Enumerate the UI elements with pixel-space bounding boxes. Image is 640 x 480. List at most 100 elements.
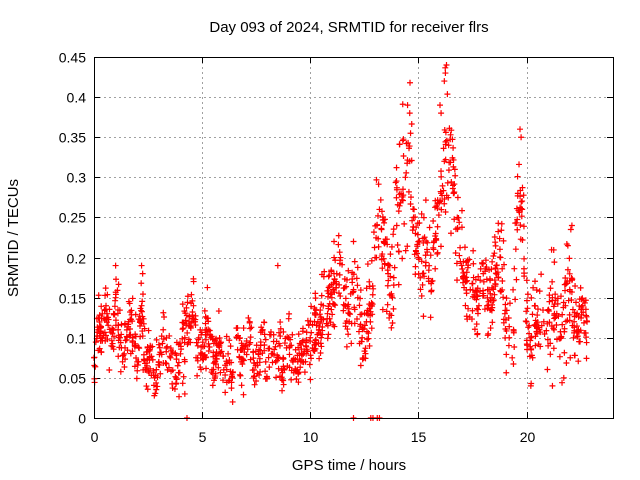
data-point xyxy=(550,246,557,253)
data-point xyxy=(110,346,117,353)
data-point xyxy=(335,241,342,248)
data-point xyxy=(396,141,403,148)
data-point xyxy=(442,129,449,136)
data-point xyxy=(524,346,531,353)
data-point xyxy=(463,313,470,320)
data-point xyxy=(255,350,262,357)
data-point xyxy=(300,359,307,366)
data-point xyxy=(536,288,543,295)
data-point xyxy=(125,318,132,325)
data-point xyxy=(153,336,160,343)
data-point xyxy=(311,305,318,312)
data-point xyxy=(189,309,196,316)
data-point xyxy=(204,284,211,291)
data-point xyxy=(343,343,350,350)
data-point xyxy=(209,382,216,389)
data-point xyxy=(262,368,269,375)
data-point xyxy=(129,334,136,341)
data-point xyxy=(422,259,429,266)
data-point xyxy=(296,340,303,347)
data-point xyxy=(500,237,507,244)
data-point xyxy=(400,136,407,143)
data-point xyxy=(217,369,224,376)
y-tick-label: 0.05 xyxy=(59,371,86,387)
data-point xyxy=(265,354,272,361)
data-point xyxy=(561,325,568,332)
data-point xyxy=(215,364,222,371)
data-point xyxy=(450,190,457,197)
data-point xyxy=(335,290,342,297)
data-point xyxy=(294,352,301,359)
data-point xyxy=(160,309,167,316)
data-point xyxy=(177,340,184,347)
data-point xyxy=(532,278,539,285)
data-point xyxy=(228,359,235,366)
data-point xyxy=(404,102,411,109)
data-point xyxy=(438,206,445,213)
data-point xyxy=(181,308,188,315)
data-point xyxy=(304,348,311,355)
data-point xyxy=(569,306,576,313)
data-point xyxy=(523,277,530,284)
data-point xyxy=(193,339,200,346)
data-point xyxy=(244,346,251,353)
x-axis-title: GPS time / hours xyxy=(292,457,406,474)
data-point xyxy=(443,137,450,144)
data-point xyxy=(422,252,429,259)
y-tick-label: 0.15 xyxy=(59,291,86,307)
data-point xyxy=(576,296,583,303)
data-point xyxy=(374,221,381,228)
data-point xyxy=(357,362,364,369)
data-point xyxy=(417,286,424,293)
data-point xyxy=(557,293,564,300)
data-point xyxy=(496,246,503,253)
data-point xyxy=(213,352,220,359)
data-point xyxy=(549,294,556,301)
data-point xyxy=(347,311,354,318)
data-point xyxy=(523,308,530,315)
data-point xyxy=(489,258,496,265)
data-point xyxy=(470,260,477,267)
data-point xyxy=(475,306,482,313)
data-point xyxy=(532,342,539,349)
data-point xyxy=(531,322,538,329)
data-point xyxy=(378,252,385,259)
data-point xyxy=(400,153,407,160)
data-point xyxy=(571,352,578,359)
data-point xyxy=(251,366,258,373)
data-point xyxy=(503,351,510,358)
data-point xyxy=(312,295,319,302)
data-point xyxy=(390,305,397,312)
data-point xyxy=(406,158,413,165)
data-point xyxy=(160,360,167,367)
data-point xyxy=(259,326,266,333)
data-point xyxy=(121,320,128,327)
data-point xyxy=(568,222,575,229)
data-point xyxy=(489,319,496,326)
data-point xyxy=(254,370,261,377)
data-point xyxy=(390,226,397,233)
data-point xyxy=(266,331,273,338)
data-point xyxy=(192,312,199,319)
data-point xyxy=(356,328,363,335)
data-point xyxy=(280,377,287,384)
data-point xyxy=(432,197,439,204)
data-point xyxy=(513,276,520,283)
data-point xyxy=(341,276,348,283)
data-point xyxy=(158,333,165,340)
data-point xyxy=(575,358,582,365)
data-point xyxy=(363,285,370,292)
data-point xyxy=(437,102,443,109)
data-point xyxy=(484,286,491,293)
data-point xyxy=(420,239,427,246)
data-point xyxy=(137,316,144,323)
data-point xyxy=(580,319,587,326)
y-tick-label: 0.1 xyxy=(67,331,87,347)
data-point xyxy=(325,284,332,291)
data-point xyxy=(331,254,338,261)
data-point xyxy=(336,271,343,278)
data-point xyxy=(311,318,318,325)
data-point xyxy=(399,255,406,262)
data-point xyxy=(115,337,122,344)
data-point xyxy=(216,342,223,349)
